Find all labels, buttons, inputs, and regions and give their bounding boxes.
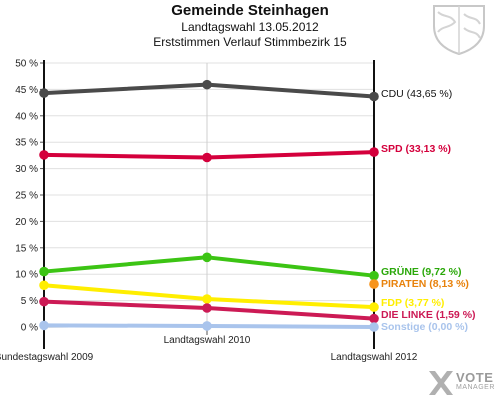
y-tick-label: 25 %	[15, 191, 38, 202]
series-label-piraten: PIRATEN (8,13 %)	[381, 278, 469, 290]
data-point-die-linke	[39, 296, 49, 307]
series-label-sonstige: Sonstige (0,00 %)	[381, 321, 468, 333]
data-point-spd	[39, 150, 49, 160]
y-tick-label: 10 %	[15, 270, 38, 281]
y-tick-label: 0 %	[21, 323, 38, 334]
data-point-fdp	[369, 302, 379, 312]
series-label-gr-ne: GRÜNE (9,72 %)	[381, 265, 462, 278]
data-point-cdu	[202, 79, 212, 90]
y-tick-label: 5 %	[21, 296, 38, 307]
data-point-fdp	[202, 294, 212, 304]
chart-subtitle-election: Landtagswahl 13.05.2012	[181, 20, 319, 34]
series-label-cdu: CDU (43,65 %)	[381, 88, 452, 100]
data-point-spd	[369, 147, 379, 157]
series-label-fdp: FDP (3,77 %)	[381, 297, 444, 309]
vote-manager-logo-icon	[429, 371, 453, 395]
data-point-cdu	[369, 91, 379, 102]
y-tick-label: 15 %	[15, 243, 38, 254]
data-point-gr-ne	[202, 252, 212, 263]
data-point-gr-ne	[369, 270, 379, 281]
y-tick-label: 30 %	[15, 164, 38, 175]
data-point-sonstige	[369, 322, 379, 332]
data-point-spd	[202, 152, 212, 163]
x-tick-label: Landtagswahl 2012	[331, 352, 418, 363]
y-tick-label: 35 %	[15, 138, 38, 149]
x-tick-label: Bundestagswahl 2009	[0, 352, 94, 363]
y-tick-label: 45 %	[15, 85, 38, 96]
series-label-die-linke: DIE LINKE (1,59 %)	[381, 309, 476, 321]
chart-title: Gemeinde Steinhagen	[171, 2, 329, 19]
watermark-manager: MANAGER	[456, 384, 495, 391]
data-point-sonstige	[39, 320, 49, 331]
data-point-die-linke	[369, 313, 379, 324]
coat-of-arms-icon	[433, 5, 485, 56]
chart-subtitle-district: Erststimmen Verlauf Stimmbezirk 15	[153, 35, 347, 49]
series-label-spd: SPD (33,13 %)	[381, 143, 451, 155]
y-tick-label: 20 %	[15, 217, 38, 228]
data-point-piraten	[369, 279, 379, 289]
y-tick-label: 40 %	[15, 111, 38, 122]
data-point-gr-ne	[39, 266, 49, 277]
data-point-die-linke	[202, 303, 212, 313]
data-point-fdp	[39, 280, 49, 291]
y-tick-label: 50 %	[15, 59, 38, 70]
watermark-vote: VOTE	[456, 370, 494, 385]
x-tick-label: Landtagswahl 2010	[164, 335, 251, 346]
data-point-sonstige	[202, 321, 212, 331]
data-point-cdu	[39, 88, 49, 98]
